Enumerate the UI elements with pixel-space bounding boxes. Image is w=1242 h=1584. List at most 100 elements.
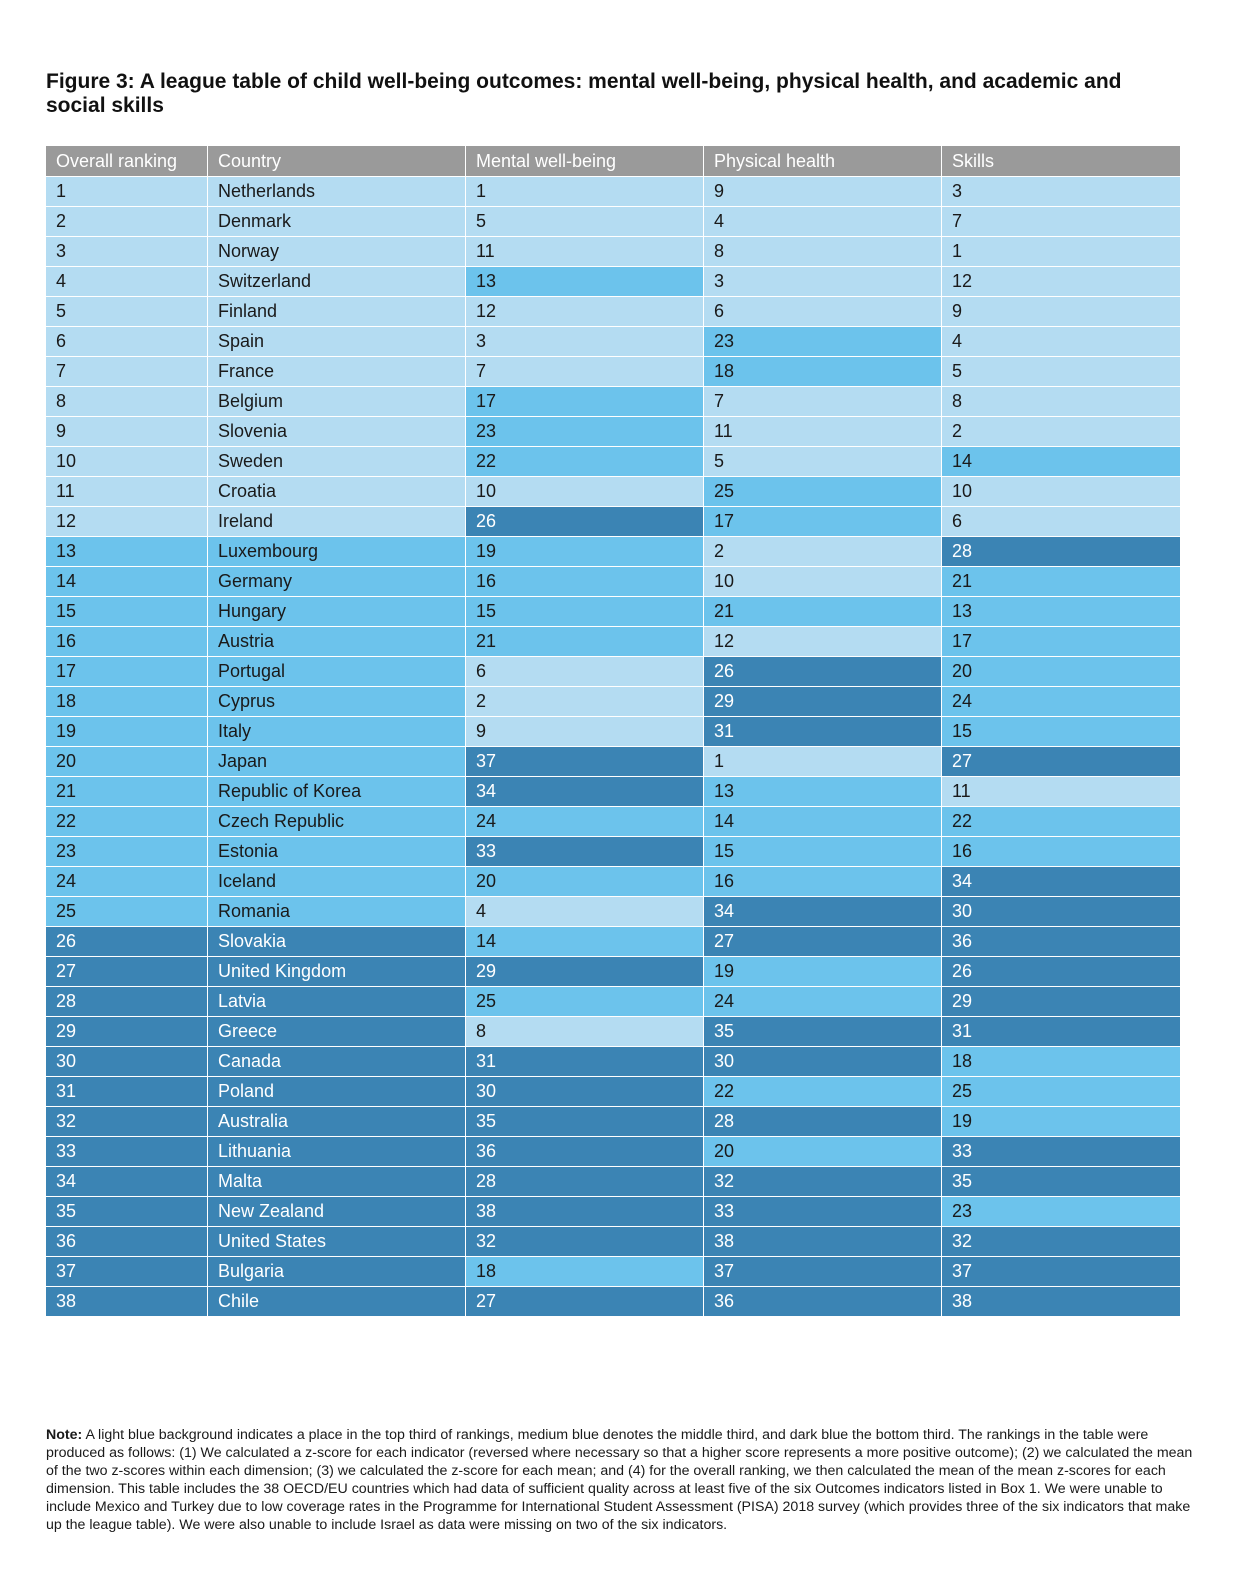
cell-skills: 9 [941, 296, 1181, 327]
cell-skills: 2 [941, 416, 1181, 447]
cell-skills: 33 [941, 1136, 1181, 1167]
cell-physical-health: 28 [703, 1106, 942, 1137]
cell-country: Hungary [207, 596, 466, 627]
cell-skills: 23 [941, 1196, 1181, 1227]
cell-skills: 5 [941, 356, 1181, 387]
cell-mental-well-being: 23 [465, 416, 704, 447]
cell-overall-ranking: 11 [45, 476, 208, 507]
cell-skills: 19 [941, 1106, 1181, 1137]
cell-overall-ranking: 38 [45, 1286, 208, 1317]
cell-overall-ranking: 17 [45, 656, 208, 687]
table-row: 9 Slovenia 23 11 2 [45, 416, 1181, 447]
cell-country: United Kingdom [207, 956, 466, 987]
cell-country: Republic of Korea [207, 776, 466, 807]
table-row: 6 Spain 3 23 4 [45, 326, 1181, 357]
cell-country: Australia [207, 1106, 466, 1137]
table-row: 11 Croatia 10 25 10 [45, 476, 1181, 507]
cell-physical-health: 32 [703, 1166, 942, 1197]
cell-mental-well-being: 16 [465, 566, 704, 597]
cell-overall-ranking: 14 [45, 566, 208, 597]
cell-country: Estonia [207, 836, 466, 867]
table-row: 34 Malta 28 32 35 [45, 1166, 1181, 1197]
cell-country: Germany [207, 566, 466, 597]
cell-skills: 37 [941, 1256, 1181, 1287]
cell-mental-well-being: 20 [465, 866, 704, 897]
cell-overall-ranking: 13 [45, 536, 208, 567]
table-row: 33 Lithuania 36 20 33 [45, 1136, 1181, 1167]
cell-country: Chile [207, 1286, 466, 1317]
cell-skills: 7 [941, 206, 1181, 237]
cell-overall-ranking: 4 [45, 266, 208, 297]
table-row: 21 Republic of Korea 34 13 11 [45, 776, 1181, 807]
cell-skills: 36 [941, 926, 1181, 957]
cell-physical-health: 25 [703, 476, 942, 507]
table-row: 15 Hungary 15 21 13 [45, 596, 1181, 627]
cell-physical-health: 21 [703, 596, 942, 627]
table-row: 4 Switzerland 13 3 12 [45, 266, 1181, 297]
table-row: 25 Romania 4 34 30 [45, 896, 1181, 927]
cell-mental-well-being: 34 [465, 776, 704, 807]
table-row: 12 Ireland 26 17 6 [45, 506, 1181, 537]
cell-country: Cyprus [207, 686, 466, 717]
cell-physical-health: 30 [703, 1046, 942, 1077]
cell-mental-well-being: 15 [465, 596, 704, 627]
cell-physical-health: 1 [703, 746, 942, 777]
cell-overall-ranking: 36 [45, 1226, 208, 1257]
cell-country: Croatia [207, 476, 466, 507]
table-row: 36 United States 32 38 32 [45, 1226, 1181, 1257]
table-row: 38 Chile 27 36 38 [45, 1286, 1181, 1317]
cell-physical-health: 13 [703, 776, 942, 807]
table-row: 17 Portugal 6 26 20 [45, 656, 1181, 687]
table-row: 28 Latvia 25 24 29 [45, 986, 1181, 1017]
cell-country: Japan [207, 746, 466, 777]
cell-physical-health: 7 [703, 386, 942, 417]
table-row: 1 Netherlands 1 9 3 [45, 176, 1181, 207]
cell-country: Slovakia [207, 926, 466, 957]
table-row: 23 Estonia 33 15 16 [45, 836, 1181, 867]
cell-skills: 1 [941, 236, 1181, 267]
cell-skills: 18 [941, 1046, 1181, 1077]
cell-mental-well-being: 11 [465, 236, 704, 267]
table-header-row: Overall ranking Country Mental well-bein… [45, 145, 1181, 177]
cell-skills: 14 [941, 446, 1181, 477]
cell-skills: 29 [941, 986, 1181, 1017]
cell-mental-well-being: 27 [465, 1286, 704, 1317]
table-row: 10 Sweden 22 5 14 [45, 446, 1181, 477]
cell-mental-well-being: 31 [465, 1046, 704, 1077]
cell-country: Portugal [207, 656, 466, 687]
cell-physical-health: 5 [703, 446, 942, 477]
cell-country: Romania [207, 896, 466, 927]
cell-overall-ranking: 35 [45, 1196, 208, 1227]
cell-mental-well-being: 36 [465, 1136, 704, 1167]
cell-physical-health: 14 [703, 806, 942, 837]
cell-physical-health: 26 [703, 656, 942, 687]
table-row: 37 Bulgaria 18 37 37 [45, 1256, 1181, 1287]
cell-skills: 30 [941, 896, 1181, 927]
note-text: A light blue background indicates a plac… [46, 1427, 1193, 1533]
cell-mental-well-being: 24 [465, 806, 704, 837]
column-header-overall-ranking: Overall ranking [45, 145, 208, 177]
cell-skills: 26 [941, 956, 1181, 987]
cell-country: Czech Republic [207, 806, 466, 837]
table-row: 29 Greece 8 35 31 [45, 1016, 1181, 1047]
cell-country: Slovenia [207, 416, 466, 447]
cell-skills: 28 [941, 536, 1181, 567]
cell-mental-well-being: 37 [465, 746, 704, 777]
cell-overall-ranking: 18 [45, 686, 208, 717]
cell-skills: 6 [941, 506, 1181, 537]
cell-country: United States [207, 1226, 466, 1257]
table-row: 24 Iceland 20 16 34 [45, 866, 1181, 897]
cell-skills: 16 [941, 836, 1181, 867]
cell-mental-well-being: 29 [465, 956, 704, 987]
table-row: 2 Denmark 5 4 7 [45, 206, 1181, 237]
cell-mental-well-being: 25 [465, 986, 704, 1017]
cell-mental-well-being: 1 [465, 176, 704, 207]
cell-physical-health: 16 [703, 866, 942, 897]
league-table: Overall ranking Country Mental well-bein… [45, 145, 1181, 1317]
cell-skills: 4 [941, 326, 1181, 357]
cell-physical-health: 35 [703, 1016, 942, 1047]
cell-overall-ranking: 23 [45, 836, 208, 867]
cell-mental-well-being: 18 [465, 1256, 704, 1287]
table-row: 3 Norway 11 8 1 [45, 236, 1181, 267]
column-header-country: Country [207, 145, 466, 177]
